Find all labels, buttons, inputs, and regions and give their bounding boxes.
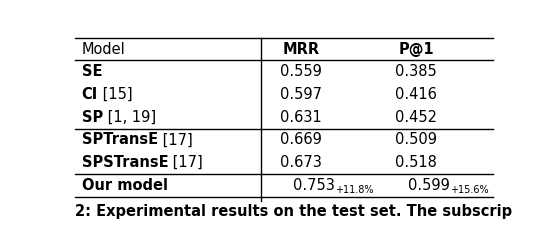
Text: 0.518: 0.518 — [395, 155, 437, 170]
Text: Model: Model — [81, 42, 125, 56]
Text: [1, 19]: [1, 19] — [103, 110, 156, 125]
Text: 0.559: 0.559 — [280, 64, 322, 79]
Text: [17]: [17] — [168, 155, 203, 170]
Text: Our model: Our model — [81, 178, 168, 193]
Text: 0.673: 0.673 — [280, 155, 322, 170]
Text: 0.599: 0.599 — [408, 178, 449, 193]
Text: SE: SE — [81, 64, 102, 79]
Text: 0.669: 0.669 — [280, 132, 322, 148]
Text: 0.452: 0.452 — [395, 110, 437, 125]
Text: 2: Experimental results on the test set. The subscrip: 2: Experimental results on the test set.… — [75, 204, 512, 219]
Text: +11.8%: +11.8% — [336, 184, 374, 194]
Text: 0.416: 0.416 — [395, 87, 437, 102]
Text: +15.6%: +15.6% — [450, 184, 489, 194]
Text: 0.385: 0.385 — [395, 64, 437, 79]
Text: SP: SP — [81, 110, 103, 125]
Text: [15]: [15] — [98, 87, 133, 102]
Text: 0.753: 0.753 — [293, 178, 334, 193]
Text: MRR: MRR — [283, 42, 320, 56]
Text: 0.631: 0.631 — [280, 110, 322, 125]
Text: P@1: P@1 — [398, 42, 434, 56]
Text: SPTransE: SPTransE — [81, 132, 158, 148]
Text: 0.597: 0.597 — [280, 87, 322, 102]
Text: SPSTransE: SPSTransE — [81, 155, 168, 170]
Text: 0.509: 0.509 — [395, 132, 437, 148]
Text: [17]: [17] — [158, 132, 192, 148]
Text: CI: CI — [81, 87, 98, 102]
